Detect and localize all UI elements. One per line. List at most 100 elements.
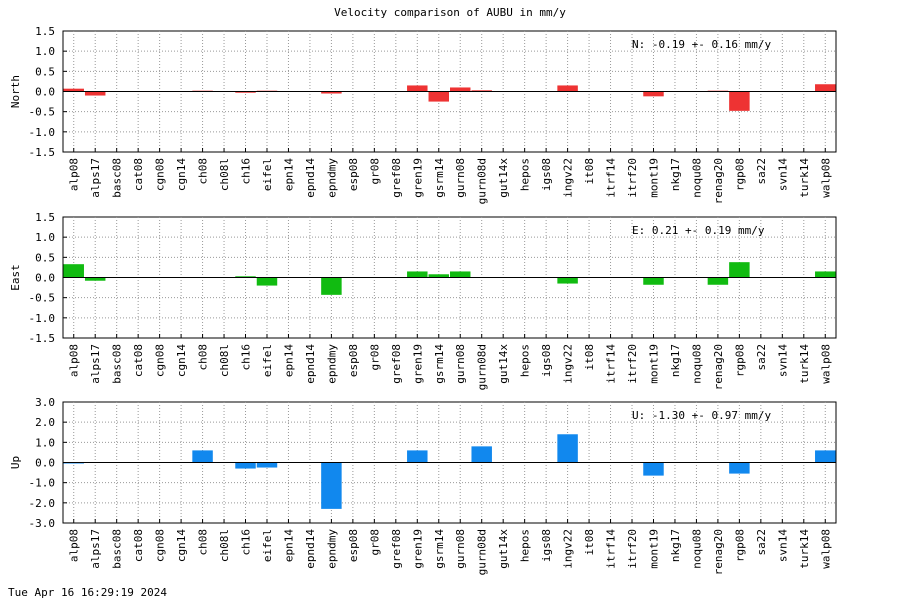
x-tick-label: epn14 [282,529,295,562]
timestamp: Tue Apr 16 16:29:19 2024 [8,586,167,599]
bar-gren19 [407,85,428,92]
bar-rgp08 [729,91,750,111]
bar-eifel [256,277,278,286]
x-tick-label: gurn08d [476,529,489,575]
x-tick-label: itrf14 [605,529,618,569]
x-tick-label: noqu08 [690,158,703,198]
x-tick-label: eifel [261,344,274,377]
x-tick-label: ch16 [240,158,253,185]
bar-mont19 [643,277,664,285]
x-tick-label: alp08 [68,529,81,562]
x-tick-label: cgn08 [154,344,167,377]
x-tick-label: epndmy [325,344,338,384]
x-tick-label: hepos [519,344,532,377]
stats-annotation: U: -1.30 +- 0.97 mm/y [632,409,771,422]
bar-mont19 [643,462,664,476]
x-tick-label: itrf20 [626,529,639,569]
x-tick-label: eifel [261,158,274,191]
x-tick-label: ingv22 [562,344,575,384]
x-tick-label: noqu08 [690,529,703,569]
x-tick-label: walp08 [819,158,832,198]
x-tick-label: ingv22 [562,529,575,569]
bar-epndmy [321,277,342,295]
bar-gsrm14 [428,91,449,102]
y-axis-label: North [9,75,22,108]
bar-gren19 [407,271,428,278]
x-tick-label: gurn08 [454,344,467,384]
x-tick-label: walp08 [819,344,832,384]
x-tick-label: ch08 [197,158,210,185]
y-tick-label: -0.5 [29,106,56,119]
x-tick-label: gut14x [497,344,510,384]
x-tick-label: ch08 [197,529,210,556]
y-tick-label: 0.0 [35,272,55,285]
bar-gurn08d [471,446,492,463]
x-tick-label: svn14 [776,529,789,562]
x-tick-label: it08 [583,158,596,185]
y-tick-label: -1.0 [29,126,56,139]
x-tick-label: alps17 [89,158,102,198]
y-tick-label: 1.5 [35,211,55,224]
x-tick-label: gren19 [411,158,424,198]
x-tick-label: sa22 [755,158,768,185]
x-tick-label: ch08l [218,344,231,377]
y-tick-label: 3.0 [35,396,55,409]
bar-ch16 [235,91,256,93]
x-tick-label: itrf14 [605,158,618,198]
x-tick-label: cgn14 [175,344,188,377]
bar-ingv22 [557,277,578,284]
x-tick-label: gref08 [390,158,403,198]
x-tick-label: cgn14 [175,529,188,562]
x-tick-label: gr08 [368,529,381,556]
x-tick-label: gsrm14 [433,529,446,569]
x-tick-label: cat08 [132,344,145,377]
x-tick-label: gr08 [368,344,381,371]
x-tick-label: cat08 [132,529,145,562]
x-tick-label: esp08 [347,529,360,562]
x-tick-label: igs08 [540,529,553,562]
x-tick-label: epndmy [325,529,338,569]
x-tick-label: ch08 [197,344,210,371]
y-tick-label: -1.0 [29,312,56,325]
x-tick-label: epn14 [282,158,295,191]
y-tick-label: 2.0 [35,416,55,429]
x-tick-label: hepos [519,529,532,562]
bar-gurn08 [450,271,471,278]
bar-alp08 [63,462,84,464]
bar-ch08 [192,450,213,463]
x-tick-label: itrf14 [605,344,618,384]
x-tick-label: rgp08 [733,529,746,562]
x-tick-label: ch08l [218,529,231,562]
y-tick-label: 1.0 [35,436,55,449]
y-tick-label: -1.0 [29,477,56,490]
x-tick-label: renag20 [712,344,725,390]
x-tick-label: cat08 [132,158,145,191]
y-tick-label: 1.0 [35,45,55,58]
y-axis-label: Up [9,456,22,469]
x-tick-label: sa22 [755,529,768,556]
x-tick-label: gurn08 [454,529,467,569]
x-tick-label: mont19 [647,158,660,198]
bar-alps17 [84,91,106,96]
y-tick-label: -1.5 [29,146,56,159]
x-tick-label: epnd14 [304,158,317,198]
x-tick-label: noqu08 [690,344,703,384]
x-tick-label: svn14 [776,158,789,191]
y-tick-label: -2.0 [29,497,56,510]
x-tick-label: rgp08 [733,158,746,191]
x-tick-label: hepos [519,158,532,191]
x-tick-label: eifel [261,529,274,562]
y-tick-label: 1.0 [35,231,55,244]
bar-alps17 [84,277,106,281]
x-tick-label: gr08 [368,158,381,185]
bar-ingv22 [557,85,578,92]
x-tick-label: gren19 [411,529,424,569]
x-tick-label: mont19 [647,344,660,384]
x-tick-label: rgp08 [733,344,746,377]
x-tick-label: gren19 [411,344,424,384]
x-tick-label: ch16 [240,529,253,556]
x-tick-label: gut14x [497,529,510,569]
x-tick-label: gref08 [390,344,403,384]
x-tick-label: epnd14 [304,529,317,569]
x-tick-label: epnd14 [304,344,317,384]
